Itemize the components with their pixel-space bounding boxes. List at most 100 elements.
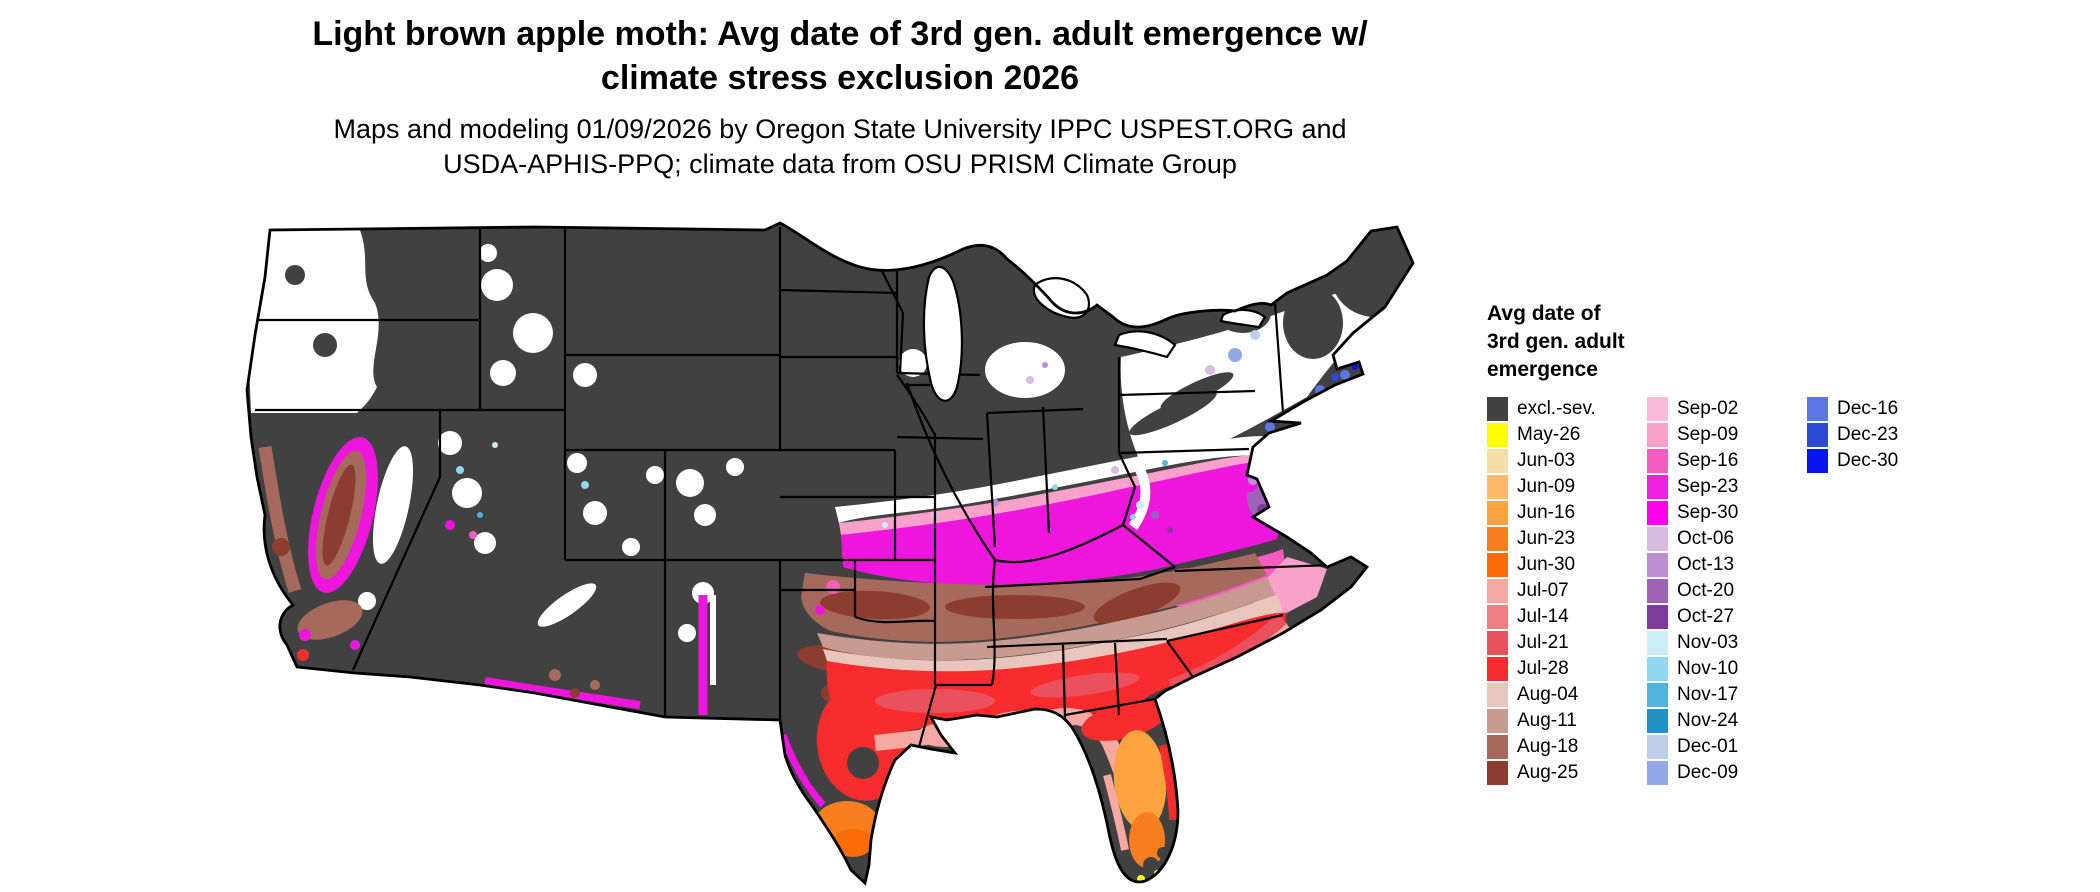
- legend-item: Aug-18: [1487, 734, 1647, 760]
- legend-swatch-icon: [1487, 605, 1508, 629]
- lake-michigan: [922, 265, 963, 402]
- map-mountain-white-patches: [358, 244, 744, 642]
- legend-item: Oct-13: [1647, 552, 1807, 578]
- map-west-texas-river-magenta: [779, 733, 826, 808]
- legend-item-label: Oct-06: [1677, 528, 1735, 549]
- legend-item-label: Aug-18: [1517, 736, 1579, 757]
- map-jul21-accents: [875, 672, 1140, 713]
- legend-item: Dec-30: [1807, 448, 1898, 474]
- map-north-florida-red: [1081, 699, 1169, 741]
- legend-item-label: Dec-23: [1837, 424, 1899, 445]
- map-socal-specks: [297, 629, 360, 661]
- map-band-aug04-pale: [823, 595, 1283, 673]
- legend-swatch-icon: [1647, 397, 1668, 421]
- map-az-border-magenta: [484, 677, 641, 709]
- legend-item-label: Jul-07: [1517, 580, 1569, 601]
- legend-swatch-icon: [1807, 423, 1828, 447]
- legend-swatch-icon: [1647, 579, 1668, 603]
- map-ca-coast-darkbrown: [272, 538, 290, 556]
- map-appalachian-white-channel: [1128, 467, 1151, 530]
- map-mogollon-white: [537, 583, 597, 627]
- page-title-line-1: Light brown apple moth: Avg date of 3rd …: [312, 15, 1368, 53]
- legend-swatch-icon: [1487, 475, 1508, 499]
- map-everglades-gray: [1143, 847, 1169, 873]
- subtitle-block: Maps and modeling 01/09/2026 by Oregon S…: [170, 112, 1510, 182]
- map-fill-layers: [247, 223, 1413, 883]
- legend-item-label: Nov-24: [1677, 710, 1739, 731]
- legend-item-label: Dec-30: [1837, 450, 1899, 471]
- legend-swatch-icon: [1487, 397, 1508, 421]
- legend-item-label: Sep-23: [1677, 476, 1739, 497]
- legend-column-2: Sep-02 Sep-09 Sep-16 Sep-23 Sep-30 Oct-06 Oct-…: [1647, 396, 1807, 786]
- legend-item-label: Aug-11: [1517, 710, 1577, 731]
- legend-item-label: Sep-30: [1677, 502, 1739, 523]
- map-texas-red-blob: [816, 685, 910, 801]
- page-title-line-2: climate stress exclusion 2026: [600, 59, 1080, 97]
- map-band-magenta-sep: [841, 462, 1293, 585]
- legend-swatch-icon: [1487, 735, 1508, 759]
- us-map: [245, 221, 1415, 886]
- legend-item: Sep-30: [1647, 500, 1807, 526]
- legend-item: Sep-23: [1647, 474, 1807, 500]
- legend-swatch-icon: [1487, 709, 1508, 733]
- legend-title-line-1: Avg date of: [1487, 302, 1601, 325]
- legend-item-label: Sep-02: [1677, 398, 1739, 419]
- map-ca-coast-range-brown: [258, 445, 302, 593]
- map-legend: Avg date of 3rd gen. adult emergence exc…: [1487, 300, 1898, 786]
- us-outline: [245, 221, 1415, 886]
- legend-swatch-icon: [1487, 683, 1508, 707]
- legend-item: Jul-28: [1487, 656, 1647, 682]
- legend-item: Sep-02: [1647, 396, 1807, 422]
- legend-item-label: Jul-28: [1517, 658, 1569, 679]
- great-lakes: [922, 265, 1267, 402]
- legend-swatch-icon: [1487, 579, 1508, 603]
- map-florida-east-coast-red: [1159, 744, 1177, 821]
- legend-item: Jul-07: [1487, 578, 1647, 604]
- legend-item-label: Aug-04: [1517, 684, 1579, 705]
- map-florida-west-coast-salmon: [1103, 773, 1129, 851]
- map-south-florida-orange: [1129, 812, 1165, 868]
- us-map-container: [235, 215, 1480, 890]
- legend-swatch-icon: [1647, 527, 1668, 551]
- legend-item-label: Jul-14: [1517, 606, 1569, 627]
- map-socal-brown: [297, 600, 363, 640]
- map-lower-michigan-white: [985, 342, 1065, 398]
- map-cascade-gray-patches: [285, 265, 337, 357]
- legend-swatch-icon: [1647, 631, 1668, 655]
- legend-item-label: Oct-20: [1677, 580, 1735, 601]
- subtitle-line-2: USDA-APHIS-PPQ; climate data from OSU PR…: [443, 149, 1237, 179]
- map-central-valley-darkbrown: [322, 464, 356, 566]
- legend-item: Jul-21: [1487, 630, 1647, 656]
- legend-swatch-icon: [1647, 475, 1668, 499]
- legend-item-label: Nov-03: [1677, 632, 1739, 653]
- map-band-sep09-pink: [839, 454, 1291, 535]
- legend-item: excl.-sev.: [1487, 396, 1647, 422]
- legend-item-label: Jun-09: [1517, 476, 1576, 497]
- legend-item: Nov-10: [1647, 656, 1807, 682]
- legend-item-label: Jul-21: [1517, 632, 1569, 653]
- legend-columns: excl.-sev. May-26 Jun-03 Jun-09 Jun-16 Jun-23…: [1487, 396, 1898, 786]
- legend-swatch-icon: [1647, 683, 1668, 707]
- legend-item: Dec-16: [1807, 396, 1898, 422]
- legend-item-label: Dec-16: [1837, 398, 1899, 419]
- legend-item-label: Dec-09: [1677, 762, 1739, 783]
- legend-item-label: excl.-sev.: [1517, 398, 1596, 419]
- legend-item: Sep-09: [1647, 422, 1807, 448]
- lake-erie: [1113, 330, 1177, 359]
- legend-item: Dec-01: [1647, 734, 1807, 760]
- legend-column-1: excl.-sev. May-26 Jun-03 Jun-09 Jun-16 Jun-23…: [1487, 396, 1647, 786]
- legend-item: Oct-27: [1647, 604, 1807, 630]
- legend-item: May-26: [1487, 422, 1647, 448]
- legend-item-label: Dec-01: [1677, 736, 1739, 757]
- legend-item: Jun-30: [1487, 552, 1647, 578]
- legend-swatch-icon: [1487, 553, 1508, 577]
- legend-item: Jul-14: [1487, 604, 1647, 630]
- legend-swatch-icon: [1807, 397, 1828, 421]
- legend-swatch-icon: [1487, 449, 1508, 473]
- subtitle-line-1: Maps and modeling 01/09/2026 by Oregon S…: [333, 114, 1347, 144]
- legend-swatch-icon: [1647, 761, 1668, 785]
- map-transition-white-band: [835, 436, 1287, 523]
- legend-swatch-icon: [1647, 449, 1668, 473]
- legend-item-label: Aug-25: [1517, 762, 1579, 783]
